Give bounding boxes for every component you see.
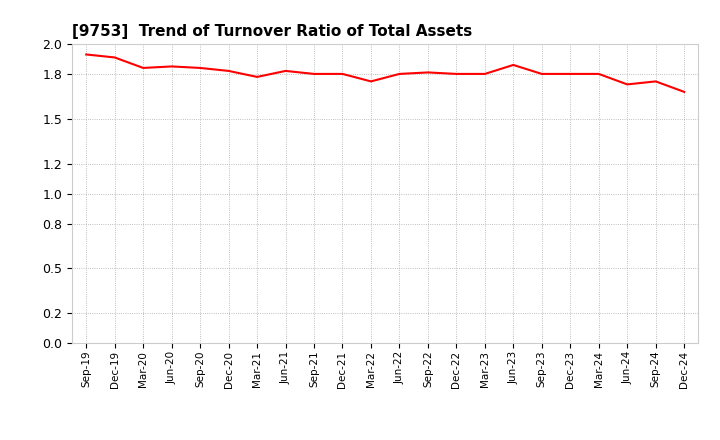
Text: [9753]  Trend of Turnover Ratio of Total Assets: [9753] Trend of Turnover Ratio of Total … xyxy=(72,24,472,39)
